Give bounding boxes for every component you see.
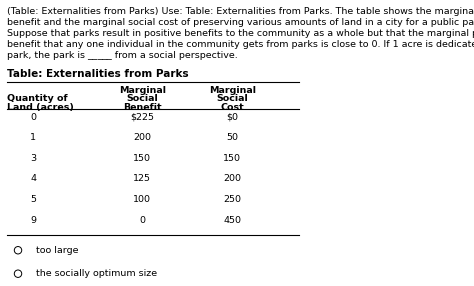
Text: $225: $225 <box>130 113 154 122</box>
Text: 0: 0 <box>139 216 145 225</box>
Text: Suppose that parks result in positive benefits to the community as a whole but t: Suppose that parks result in positive be… <box>7 29 474 38</box>
Text: 200: 200 <box>223 174 241 183</box>
Text: 1: 1 <box>30 133 36 142</box>
Text: 450: 450 <box>223 216 241 225</box>
Text: 4: 4 <box>30 174 36 183</box>
Text: Marginal: Marginal <box>118 86 166 95</box>
Text: Table: Externalities from Parks: Table: Externalities from Parks <box>7 69 189 79</box>
Text: too large: too large <box>36 246 79 255</box>
Text: 0: 0 <box>30 113 36 122</box>
Text: 250: 250 <box>223 195 241 204</box>
Text: Social: Social <box>127 94 158 103</box>
Text: 100: 100 <box>133 195 151 204</box>
Text: Cost: Cost <box>220 103 244 112</box>
Text: 200: 200 <box>133 133 151 142</box>
Text: 50: 50 <box>226 133 238 142</box>
Text: Marginal: Marginal <box>209 86 256 95</box>
Text: benefit that any one individual in the community gets from parks is close to 0. : benefit that any one individual in the c… <box>7 40 474 49</box>
Text: Quantity of: Quantity of <box>7 94 68 103</box>
Text: 150: 150 <box>133 154 151 163</box>
Text: 5: 5 <box>30 195 36 204</box>
Text: 150: 150 <box>223 154 241 163</box>
Text: 125: 125 <box>133 174 151 183</box>
Text: $0: $0 <box>226 113 238 122</box>
Text: Land (acres): Land (acres) <box>7 103 74 112</box>
Text: Benefit: Benefit <box>123 103 162 112</box>
Text: benefit and the marginal social cost of preserving various amounts of land in a : benefit and the marginal social cost of … <box>7 18 474 27</box>
Text: Social: Social <box>217 94 248 103</box>
Text: (Table: Externalities from Parks) Use: Table: Externalities from Parks. The tabl: (Table: Externalities from Parks) Use: T… <box>7 7 474 16</box>
Text: park, the park is _____ from a social perspective.: park, the park is _____ from a social pe… <box>7 51 238 59</box>
Text: 3: 3 <box>30 154 36 163</box>
Text: 9: 9 <box>30 216 36 225</box>
Text: the socially optimum size: the socially optimum size <box>36 269 157 278</box>
